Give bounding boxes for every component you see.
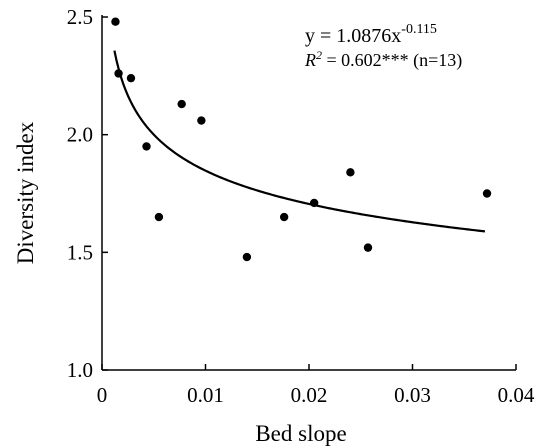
- data-point: [142, 142, 151, 151]
- data-point: [114, 69, 123, 78]
- data-point: [111, 17, 120, 26]
- y-tick-label: 1.0: [67, 358, 93, 382]
- data-point: [197, 116, 206, 125]
- data-point: [154, 212, 164, 222]
- y-tick-label: 2.5: [67, 5, 93, 29]
- r2-superscript: 2: [316, 48, 322, 62]
- x-tick-label: 0.03: [394, 383, 431, 407]
- x-ticks: 0 0.01 0.02 0.03 0.04: [97, 364, 535, 407]
- y-tick-label: 2.0: [67, 123, 93, 147]
- r2-value: = 0.602*** (n=13): [322, 50, 462, 71]
- data-point: [279, 212, 289, 222]
- fit-layer: [113, 50, 486, 233]
- x-axis-label: Bed slope: [255, 421, 346, 446]
- equation-exponent: -0.115: [401, 22, 437, 37]
- x-tick-label: 0.01: [187, 383, 224, 407]
- equation-text: y = 1.0876x-0.115: [305, 22, 437, 47]
- data-point: [363, 243, 373, 252]
- y-axis-label: Diversity index: [13, 121, 38, 264]
- data-point: [126, 73, 136, 83]
- x-tick-label: 0.02: [291, 383, 328, 407]
- data-point: [309, 198, 319, 208]
- data-points: [111, 17, 492, 262]
- data-point: [242, 252, 252, 262]
- fit-curve: [113, 50, 486, 233]
- r2-text: R2 = 0.602*** (n=13): [304, 48, 462, 71]
- x-tick-label: 0.04: [498, 383, 535, 407]
- x-tick-label: 0: [97, 383, 108, 407]
- y-tick-label: 1.5: [67, 240, 93, 264]
- data-point: [346, 168, 355, 177]
- equation-prefix: y = 1.0876x: [305, 25, 401, 47]
- data-point: [177, 99, 186, 109]
- fit-annotation: y = 1.0876x-0.115 R2 = 0.602*** (n=13): [304, 22, 462, 71]
- y-ticks: 1.0 1.5 2.0 2.5: [67, 5, 108, 382]
- r2-label: R: [304, 50, 316, 70]
- data-point: [482, 189, 492, 198]
